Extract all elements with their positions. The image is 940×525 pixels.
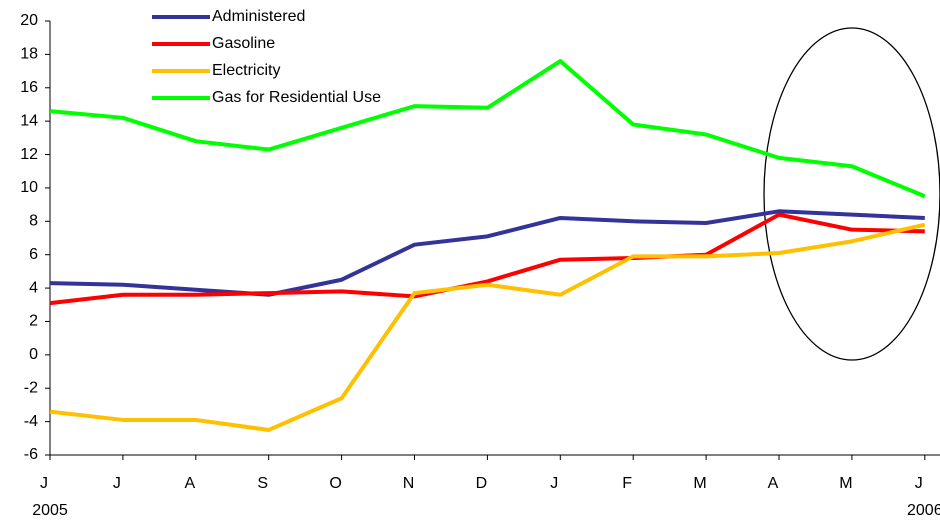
y-tick-label: 4 xyxy=(29,279,38,296)
x-tick-label: J xyxy=(915,475,923,492)
x-tick-label: J xyxy=(113,475,121,492)
y-tick-label: 8 xyxy=(29,213,38,230)
legend-label: Administered xyxy=(212,8,305,25)
x-tick-label: M xyxy=(693,475,706,492)
y-tick-label: -6 xyxy=(24,446,38,463)
x-tick-label: J xyxy=(550,475,558,492)
series-line xyxy=(49,222,926,432)
y-tick-label: 20 xyxy=(20,12,38,29)
series-line xyxy=(49,212,925,306)
series-line xyxy=(49,59,926,199)
highlight-ellipse xyxy=(763,27,940,361)
y-tick-label: 10 xyxy=(20,179,38,196)
x-tick-label: F xyxy=(622,475,632,492)
y-tick-label: 16 xyxy=(20,79,38,96)
x-tick-label: M xyxy=(839,475,852,492)
x-tick-label: J xyxy=(40,475,48,492)
y-tick-label: 14 xyxy=(20,112,38,129)
period-label: 2005 xyxy=(32,502,68,519)
x-tick-label: O xyxy=(329,475,341,492)
y-tick-label: 12 xyxy=(20,146,38,163)
legend-label: Electricity xyxy=(212,62,280,79)
y-tick-label: -2 xyxy=(24,379,38,396)
y-tick-label: -4 xyxy=(24,413,38,430)
y-tick-label: 2 xyxy=(29,313,38,330)
y-tick-label: 0 xyxy=(29,346,38,363)
x-tick-label: N xyxy=(403,475,415,492)
x-tick-label: D xyxy=(476,475,488,492)
y-tick-label: 6 xyxy=(29,246,38,263)
x-tick-label: A xyxy=(768,475,779,492)
period-label: 2006 xyxy=(907,502,940,519)
y-tick-label: 18 xyxy=(20,46,38,63)
legend-label: Gas for Residential Use xyxy=(212,89,381,106)
x-tick-label: A xyxy=(184,475,195,492)
legend-label: Gasoline xyxy=(212,35,275,52)
x-tick-label: S xyxy=(257,475,268,492)
series-line xyxy=(49,209,925,297)
